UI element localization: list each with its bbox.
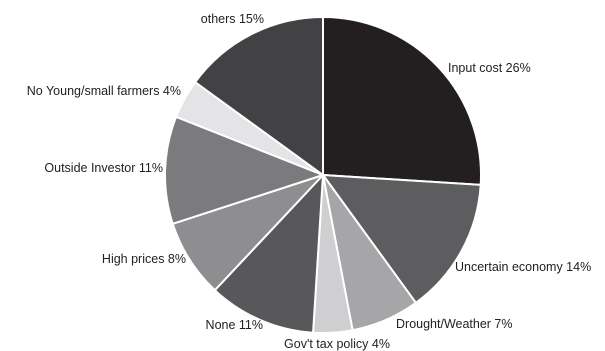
pie-label-2: Drought/Weather 7%	[396, 317, 513, 331]
pie-slices	[164, 16, 483, 335]
pie-slice-4	[213, 174, 324, 334]
pie-label-4: None 11%	[206, 318, 263, 332]
pie-slice-0	[322, 16, 483, 186]
pie-labels: Input cost 26% Uncertain economy 14% Droug…	[27, 12, 591, 351]
pie-label-0: Input cost 26%	[448, 61, 531, 75]
pie-label-8: others 15%	[201, 12, 264, 26]
pie-slice-8	[194, 16, 324, 176]
pie-slice-1	[322, 174, 482, 304]
pie-label-1: Uncertain economy 14%	[455, 260, 591, 274]
pie-label-7: No Young/small farmers 4%	[27, 84, 181, 98]
pie-label-6: Outside Investor 11%	[44, 161, 163, 175]
pie-slice-6	[164, 115, 324, 225]
pie-label-3: Gov't tax policy 4%	[284, 337, 390, 351]
pie-label-5: High prices 8%	[102, 252, 186, 266]
